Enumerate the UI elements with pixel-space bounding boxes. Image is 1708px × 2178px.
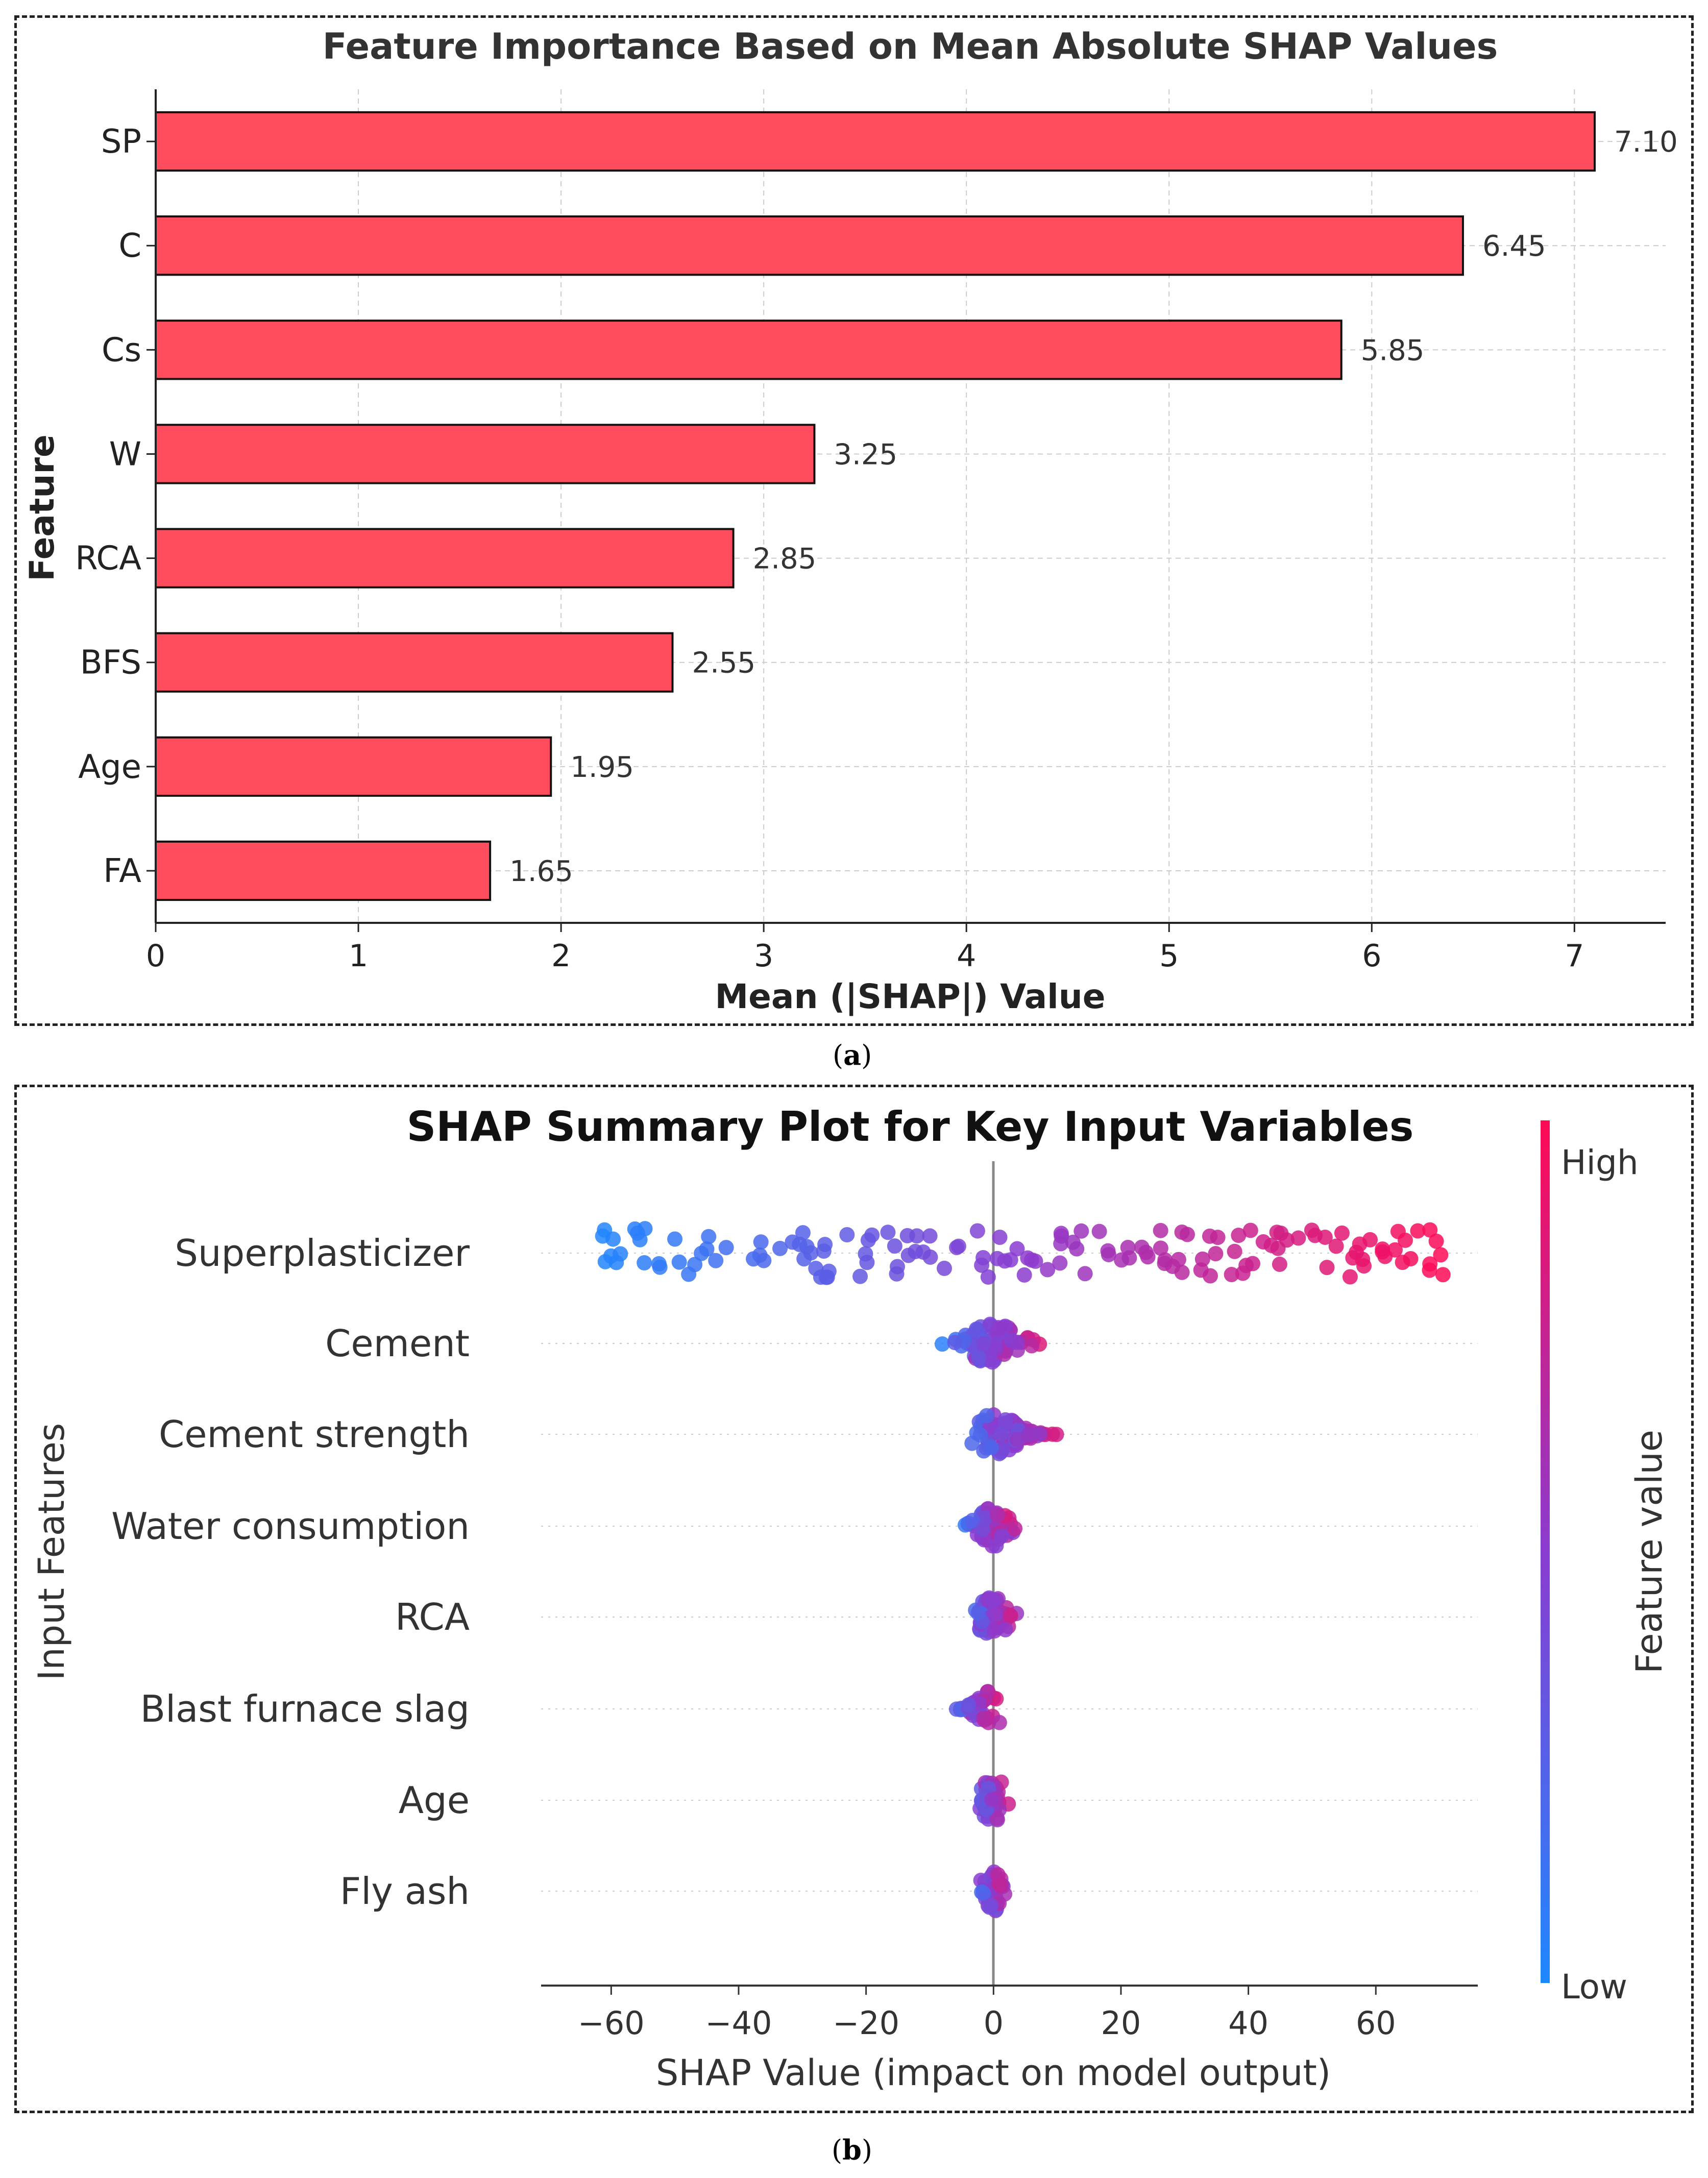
bar-chart-x-label: Mean (|SHAP|) Value bbox=[715, 977, 1105, 1017]
bar-chart-x-tick-label: 1 bbox=[349, 938, 368, 974]
bar-chart-title: Feature Importance Based on Mean Absolut… bbox=[323, 26, 1498, 67]
bar-value-label: 3.25 bbox=[834, 438, 897, 471]
bar-value-label: 5.85 bbox=[1361, 334, 1425, 367]
bar-category-label: BFS bbox=[80, 644, 141, 682]
bar-chart: Feature Importance Based on Mean Absolut… bbox=[22, 26, 1678, 1017]
bar-value-label: 7.10 bbox=[1614, 126, 1678, 159]
bar-rca bbox=[155, 528, 735, 589]
bar-category-label: RCA bbox=[75, 540, 141, 578]
panel-b-caption: (b) bbox=[832, 2134, 872, 2166]
bar-fa bbox=[155, 840, 492, 901]
bar-chart-x-ticks: 0 1 2 3 4 5 6 7 bbox=[146, 140, 1584, 974]
bar-category-label: SP bbox=[101, 123, 141, 161]
bar-category-label: C bbox=[118, 227, 141, 265]
bar-value-label: 2.55 bbox=[692, 647, 755, 680]
bar-value-label: 1.95 bbox=[570, 751, 634, 784]
bar-value-label: 1.65 bbox=[509, 855, 573, 888]
bar-chart-y-label: Feature bbox=[22, 434, 62, 581]
bar-category-label: FA bbox=[103, 852, 141, 890]
bar-category-label: Age bbox=[78, 748, 141, 786]
bar-c bbox=[155, 215, 1464, 276]
bar-value-label: 6.45 bbox=[1482, 230, 1546, 263]
bar-age bbox=[155, 736, 552, 797]
panel-a-caption: (a) bbox=[833, 1039, 872, 1071]
bar-chart-x-tick-label: 3 bbox=[754, 938, 773, 974]
bar-chart-grid bbox=[156, 89, 1666, 923]
bar-sp bbox=[155, 111, 1596, 172]
panel-a-frame bbox=[14, 15, 1694, 1026]
bar-category-label: Cs bbox=[102, 331, 141, 369]
bar-category-label: W bbox=[109, 435, 141, 473]
bar-value-label: 2.85 bbox=[753, 543, 817, 576]
bar-chart-x-tick-label: 2 bbox=[551, 938, 571, 974]
bar-bfs bbox=[155, 632, 674, 693]
panel-b-frame bbox=[14, 1085, 1694, 2113]
bar-w bbox=[155, 424, 816, 484]
bar-chart-x-tick-label: 5 bbox=[1159, 938, 1179, 974]
bar-chart-bars: 7.10 6.45 5.85 3.25 2.85 2.55 1.95 1.65 bbox=[155, 111, 1678, 901]
bar-chart-x-tick-label: 7 bbox=[1565, 938, 1584, 974]
bar-chart-x-tick-label: 4 bbox=[957, 938, 976, 974]
bar-cs bbox=[155, 320, 1343, 380]
bar-chart-category-labels: SP C Cs W RCA BFS Age FA bbox=[75, 123, 141, 890]
bar-chart-x-tick-label: 0 bbox=[146, 938, 165, 974]
bar-chart-x-tick-label: 6 bbox=[1362, 938, 1381, 974]
